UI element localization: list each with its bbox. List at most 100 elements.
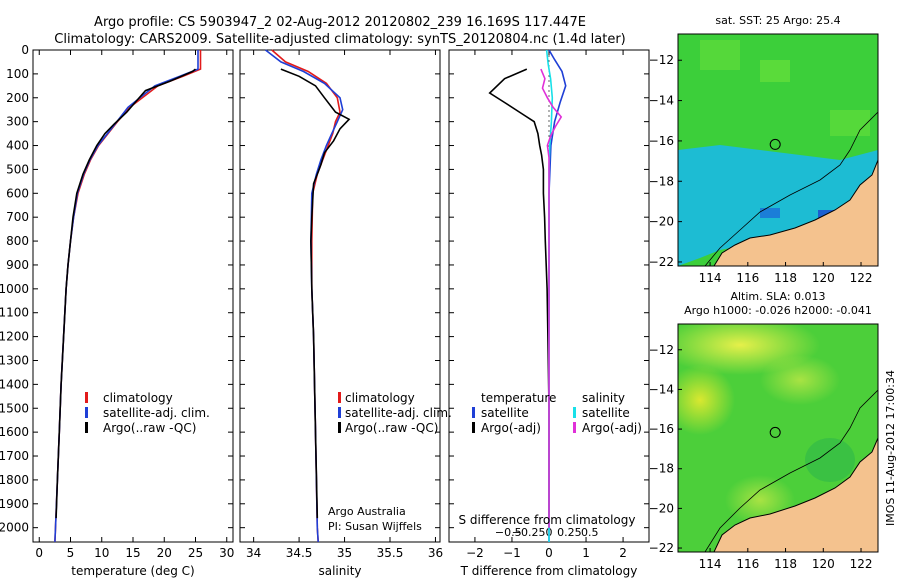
land	[714, 160, 878, 266]
s-tick-label: −0.25	[512, 526, 546, 539]
map-x-tick-label: 118	[774, 271, 797, 285]
map-x-tick-label: 118	[774, 557, 797, 571]
coastline	[713, 437, 878, 552]
temperature-panel: 0 5 10 15 20 25 30 temperature (deg C) 0 100 200 30…	[0, 43, 234, 578]
legend-header-temperature: temperature	[481, 391, 556, 405]
map-y-tick-label: −22	[649, 541, 674, 555]
map-y-tick-label: −16	[649, 422, 674, 436]
sst-patch	[700, 40, 740, 70]
s-tick-label: 0.25	[557, 526, 582, 539]
legend-label: satellite-adj. clim.	[103, 406, 210, 420]
y-tick-label: 700	[6, 210, 29, 224]
sst-map-ticks: 114 116 118 120 122 −12 −14 −16 −18 −20 −22	[649, 53, 873, 285]
x-tick-label: 34.5	[286, 546, 313, 560]
y-tick-label: 1000	[0, 282, 29, 296]
salinity-panel: 34 34.5 35 35.5 36 salinity	[239, 49, 443, 578]
x-tick-label: 5	[67, 546, 75, 560]
legend-label: Argo(..raw -QC)	[345, 421, 438, 435]
map-y-tick-label: −12	[649, 343, 674, 357]
sst-patch	[830, 110, 870, 136]
argo-position-marker	[769, 138, 781, 150]
series-line	[280, 68, 351, 519]
y-tick-label: 200	[6, 91, 29, 105]
map-y-tick-label: −18	[649, 174, 674, 188]
plot-frame	[239, 49, 441, 543]
map-y-tick-label: −14	[649, 94, 674, 108]
sla-map-frame	[677, 323, 879, 553]
annotation-argo-australia: Argo Australia	[328, 505, 406, 518]
header-line1: Argo profile: CS 5903947_2 02-Aug-2012 2…	[94, 15, 586, 30]
sla-high-patch	[760, 355, 840, 405]
x-tick-label: 34	[246, 546, 261, 560]
legend-label: satellite	[481, 406, 529, 420]
x-tick-label: −2	[466, 546, 484, 560]
s-tick-label: 0.5	[581, 526, 599, 539]
legend-label: satellite-adj. clim.	[345, 406, 452, 420]
land	[714, 438, 878, 552]
x-tick-label: 0	[545, 546, 553, 560]
map-y-tick-label: −16	[649, 134, 674, 148]
legend-label: Argo(..raw -QC)	[103, 421, 196, 435]
sla-high-patch	[678, 365, 735, 435]
sst-cool-band	[678, 145, 878, 266]
legend-header-salinity: salinity	[582, 391, 625, 405]
salinity-legend: climatology satellite-adj. clim. Argo(..…	[328, 391, 452, 533]
y-tick-label: 900	[6, 258, 29, 272]
x-tick-label: 0	[35, 546, 43, 560]
s-tick-label: −0.5	[495, 526, 522, 539]
legend-label: satellite	[582, 406, 630, 420]
legend-swatch-argo	[85, 422, 88, 433]
map-y-tick-label: −18	[649, 462, 674, 476]
legend-swatch-climatology	[85, 392, 88, 403]
x-tick-label: 1	[582, 546, 590, 560]
annotation-pi: PI: Susan Wijffels	[328, 520, 422, 533]
map-x-tick-label: 122	[850, 271, 873, 285]
legend-swatch-satellite	[338, 407, 341, 418]
plot-frame	[32, 49, 234, 543]
series-line	[488, 68, 550, 519]
legend-label: Argo(-adj)	[582, 421, 642, 435]
sst-patch	[760, 60, 790, 82]
y-tick-label: 100	[6, 67, 29, 81]
header-line2: Climatology: CARS2009. Satellite-adjuste…	[54, 32, 626, 47]
argo-position-marker	[769, 426, 781, 438]
x-axis-label: temperature (deg C)	[71, 564, 194, 578]
legend-label: Argo(-adj)	[481, 421, 541, 435]
y-tick-label: 800	[6, 234, 29, 248]
sla-map-ticks: 114 116 118 120 122 −12 −14 −16 −18 −20 −22	[649, 343, 873, 571]
legend-swatch-s-argo	[573, 422, 576, 433]
map-y-tick-label: −22	[649, 255, 674, 269]
sst-map-title: sat. SST: 25 Argo: 25.4	[715, 14, 840, 27]
y-tick-label: 1900	[0, 497, 29, 511]
sst-map-frame	[677, 33, 879, 267]
x-tick-label: −1	[503, 546, 521, 560]
y-tick-label: 1400	[0, 377, 29, 391]
y-tick-label: 2000	[0, 521, 29, 535]
map-y-tick-label: −20	[649, 501, 674, 515]
legend-swatch-satellite	[85, 407, 88, 418]
x-tick-label: 35	[337, 546, 352, 560]
x-tick-label: 36	[428, 546, 443, 560]
map-x-tick-label: 114	[699, 271, 722, 285]
y-tick-label: 1700	[0, 449, 29, 463]
sst-map: sat. SST: 25 Argo: 25.4 114 116 118 120 122 −…	[649, 14, 879, 285]
s-difference-label: S difference from climatology	[459, 513, 636, 527]
legend-label: climatology	[345, 391, 415, 405]
sst-cold-patch	[760, 208, 780, 218]
map-x-tick-label: 116	[736, 271, 759, 285]
sla-map: Altim. SLA: 0.013 Argo h1000: -0.026 h20…	[649, 290, 879, 571]
sla-map-title2: Argo h1000: -0.026 h2000: -0.041	[684, 304, 872, 317]
map-y-tick-label: −14	[649, 382, 674, 396]
sla-low-patch	[805, 438, 855, 482]
coastline-contour	[704, 111, 878, 266]
legend-swatch-climatology	[338, 392, 341, 403]
map-x-tick-label: 120	[812, 557, 835, 571]
coastline	[713, 159, 878, 266]
x-tick-label: 10	[94, 546, 109, 560]
y-tick-label: 300	[6, 115, 29, 129]
x-tick-label: 20	[157, 546, 172, 560]
y-tick-label: 1500	[0, 401, 29, 415]
temperature-legend: climatology satellite-adj. clim. Argo(..…	[85, 391, 210, 435]
legend-swatch-argo	[338, 422, 341, 433]
map-x-tick-label: 120	[812, 271, 835, 285]
